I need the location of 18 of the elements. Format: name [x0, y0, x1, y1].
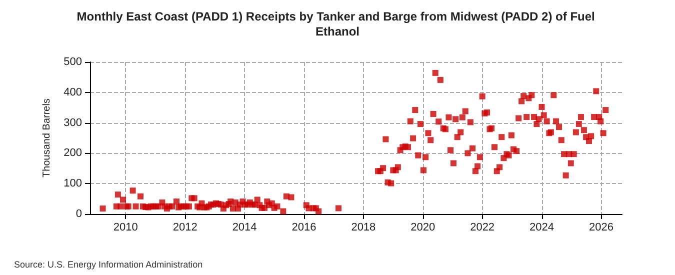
y-tick-label: 300 — [64, 116, 82, 129]
x-tick-label: 2010 — [113, 222, 138, 234]
x-tick-label: 2018 — [351, 222, 376, 234]
y-tick-label: 500 — [64, 56, 82, 68]
x-tick-label: 2014 — [232, 222, 257, 234]
y-tick-label: 0 — [76, 208, 82, 220]
x-tick-label: 2024 — [530, 222, 554, 234]
y-axis-title: Thousand Barrels — [42, 98, 52, 178]
x-tick-label: 2026 — [588, 222, 614, 234]
y-tick-label: 400 — [64, 86, 82, 98]
x-tick-label: 2022 — [470, 222, 495, 234]
x-tick-label: 2016 — [292, 222, 316, 234]
x-tick-label: 2012 — [172, 222, 198, 234]
chart-title: Monthly East Coast (PADD 1) Receipts by Tanker and Barge from Midwest (PADD 2) of Fuel Ethanol — [76, 10, 598, 38]
source-note: Source: U.S. Energy Information Administration — [14, 260, 203, 270]
x-tick-label: 2020 — [410, 222, 436, 234]
y-tick-label: 100 — [64, 178, 82, 190]
y-tick-label: 200 — [64, 147, 82, 160]
